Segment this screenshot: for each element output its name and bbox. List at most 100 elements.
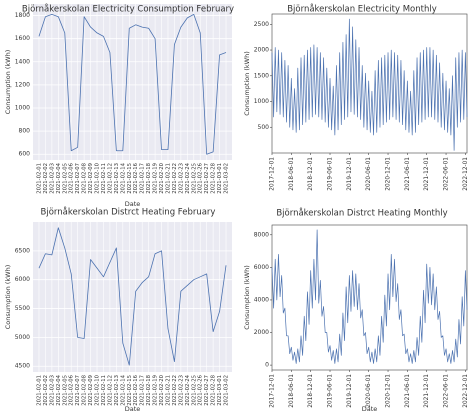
- x-tick-label: 2021-02-07: [75, 375, 81, 406]
- x-tick-label: 2020-12-01: [386, 374, 392, 408]
- x-tick-label: 2021-02-18: [146, 162, 152, 193]
- x-tick-label: 2021-02-09: [88, 163, 94, 194]
- x-tick-label: 2021-02-04: [56, 374, 62, 405]
- x-tick-label: 2021-02-22: [172, 375, 178, 406]
- x-tick-label: 2021-02-16: [133, 374, 139, 405]
- x-tick-label: 2019-06-01: [328, 374, 334, 408]
- x-tick-label: 2021-12-01: [424, 157, 430, 191]
- x-tick-label: 2021-02-03: [49, 375, 55, 406]
- y-axis-label: Consumption (kWh): [243, 51, 251, 116]
- x-tick-label: 2021-03-01: [217, 375, 223, 406]
- x-tick-label: 2021-02-28: [211, 374, 217, 405]
- x-tick-label: 2021-02-24: [185, 162, 191, 193]
- x-tick-label: 2021-03-02: [224, 375, 230, 406]
- x-tick-label: 2021-02-05: [62, 375, 68, 406]
- y-tick-label: 1000: [254, 98, 269, 105]
- x-tick-label: 2021-02-07: [75, 163, 81, 194]
- x-tick-label: 2021-02-08: [82, 374, 88, 405]
- y-tick-label: 1400: [15, 58, 30, 65]
- x-tick-label: 2021-02-19: [153, 375, 159, 406]
- x-tick-label: 2021-02-23: [178, 163, 184, 194]
- x-tick-label: 2021-02-19: [153, 163, 159, 194]
- y-tick-label: 500: [258, 124, 270, 131]
- x-tick-label: 2021-02-23: [178, 375, 184, 406]
- y-tick-label: 2000: [254, 47, 269, 54]
- x-tick-label: 2021-02-02: [43, 375, 49, 406]
- x-tick-label: 2018-06-01: [289, 374, 295, 408]
- data-line: [38, 227, 227, 366]
- y-tick-label: 5000: [15, 334, 30, 341]
- x-tick-label: 2021-02-18: [146, 374, 152, 405]
- x-tick-label: 2021-02-15: [127, 375, 133, 406]
- plot-background: [271, 13, 468, 154]
- x-axis-label: Date: [362, 405, 378, 413]
- x-tick-label: 2021-06-01: [405, 157, 411, 191]
- y-tick-label: 600: [19, 151, 31, 158]
- x-tick-label: 2020-12-01: [386, 157, 392, 191]
- x-tick-label: 2021-02-11: [101, 163, 107, 194]
- x-tick-label: 2021-02-27: [204, 163, 210, 194]
- x-tick-label: 2021-02-11: [101, 375, 107, 406]
- y-tick-label: 5500: [15, 305, 30, 312]
- x-tick-label: 2019-12-01: [347, 374, 353, 408]
- y-tick-label: 1000: [15, 105, 30, 112]
- x-tick-label: 2022-06-01: [444, 374, 450, 408]
- x-tick-label: 2021-02-26: [198, 374, 204, 405]
- x-tick-label: 2021-02-01: [36, 375, 42, 406]
- data-line: [38, 14, 227, 155]
- y-axis-label: Consumption (kWh): [4, 265, 12, 330]
- y-axis-label: Consumption (kWh): [4, 50, 12, 115]
- x-tick-label: 2021-02-24: [185, 374, 191, 405]
- x-tick-label: 2021-02-17: [140, 375, 146, 406]
- y-tick-label: 2000: [254, 329, 269, 336]
- x-tick-label: 2017-12-01: [270, 374, 276, 408]
- x-tick-label: 2021-06-01: [405, 374, 411, 408]
- y-tick-label: 4500: [15, 363, 30, 370]
- x-tick-label: 2021-02-25: [191, 163, 197, 194]
- y-tick-label: 6000: [15, 276, 30, 283]
- x-tick-label: 2021-02-06: [69, 162, 75, 193]
- x-tick-label: 2021-02-03: [49, 163, 55, 194]
- x-tick-label: 2020-06-01: [366, 157, 372, 191]
- x-tick-label: 2021-02-21: [165, 375, 171, 406]
- data-line: [271, 18, 468, 151]
- chart-title: Björnåkerskolan Electricity Monthly: [287, 4, 437, 15]
- plot-background: [271, 224, 468, 371]
- x-tick-label: 2021-02-14: [120, 374, 126, 405]
- x-tick-label: 2017-12-01: [270, 157, 276, 191]
- plot-background: [33, 222, 232, 372]
- x-axis-label: Date: [125, 200, 141, 208]
- x-tick-label: 2019-06-01: [328, 157, 334, 191]
- data-line: [271, 229, 468, 364]
- x-tick-label: 2021-02-08: [82, 162, 88, 193]
- x-tick-label: 2018-06-01: [289, 157, 295, 191]
- x-tick-label: 2021-02-21: [165, 163, 171, 194]
- x-tick-label: 2021-02-22: [172, 163, 178, 194]
- chart-title: Björnåkerskolan Electricity Consumption …: [22, 4, 234, 15]
- x-tick-label: 2020-06-01: [366, 374, 372, 408]
- x-tick-label: 2019-12-01: [347, 157, 353, 191]
- x-tick-label: 2021-02-14: [120, 162, 126, 193]
- x-tick-label: 2022-12-01: [463, 374, 469, 408]
- x-tick-label: 2021-02-28: [211, 162, 217, 193]
- x-tick-label: 2021-02-16: [133, 162, 139, 193]
- x-tick-label: 2021-02-05: [62, 163, 68, 194]
- x-tick-label: 2018-12-01: [308, 157, 314, 191]
- chart-title: Björnåkerskolan Distrct Heating Monthly: [276, 208, 447, 219]
- x-tick-label: 2021-02-12: [107, 163, 113, 194]
- y-tick-label: 1600: [15, 35, 30, 42]
- y-tick-label: 6000: [254, 264, 269, 271]
- x-tick-label: 2021-02-02: [43, 163, 49, 194]
- x-tick-label: 2021-02-25: [191, 375, 197, 406]
- y-tick-label: 1800: [15, 12, 30, 19]
- x-tick-label: 2021-02-09: [88, 375, 94, 406]
- x-axis-label: Date: [125, 405, 141, 413]
- x-tick-label: 2021-12-01: [424, 374, 430, 408]
- x-tick-label: 2021-02-12: [107, 375, 113, 406]
- x-tick-label: 2021-02-13: [114, 375, 120, 406]
- y-tick-label: 800: [19, 128, 31, 135]
- x-tick-label: 2021-03-01: [217, 163, 223, 194]
- x-tick-label: 2022-12-01: [463, 157, 469, 191]
